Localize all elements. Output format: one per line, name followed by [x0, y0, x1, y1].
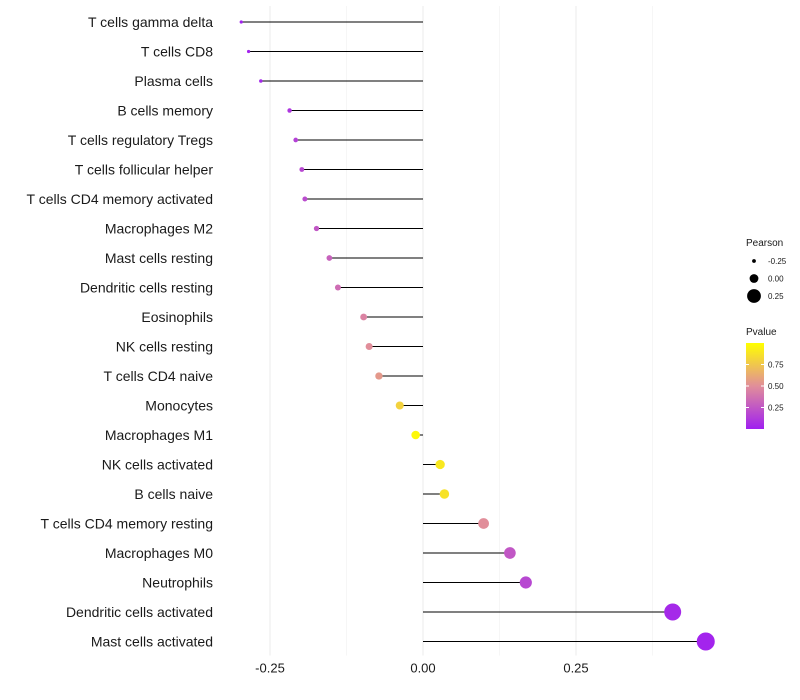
- point-20: [664, 603, 682, 621]
- point-4: [293, 137, 299, 143]
- category-label-15: NK cells activated: [102, 457, 213, 473]
- x-tick-label-0: -0.25: [255, 661, 285, 676]
- category-label-16: B cells naive: [134, 486, 213, 502]
- point-1: [246, 49, 251, 54]
- legend-size-dot-1: [749, 274, 759, 283]
- category-label-10: Eosinophils: [141, 309, 213, 325]
- category-label-12: T cells CD4 naive: [104, 368, 214, 384]
- point-17: [478, 518, 489, 529]
- grid-layer: [269, 6, 653, 656]
- category-label-1: T cells CD8: [141, 44, 213, 60]
- category-label-4: T cells regulatory Tregs: [68, 132, 213, 148]
- category-label-14: Macrophages M1: [105, 427, 213, 443]
- legend-size-title: Pearson: [746, 238, 783, 249]
- category-label-21: Mast cells activated: [91, 634, 213, 650]
- legend: Pearson Pvalue -0.25 0.00 0.25 0.75 0.50 0.25: [746, 238, 787, 429]
- point-12: [375, 372, 383, 380]
- point-18: [504, 547, 516, 559]
- point-8: [326, 255, 333, 261]
- legend-color-label-2: 0.25: [768, 404, 784, 413]
- point-3: [287, 108, 292, 113]
- category-label-20: Dendritic cells activated: [66, 604, 213, 620]
- category-label-5: T cells follicular helper: [75, 162, 214, 178]
- category-label-2: Plasma cells: [134, 73, 213, 89]
- point-14: [411, 430, 420, 440]
- point-7: [313, 225, 320, 232]
- point-0: [239, 20, 243, 24]
- category-label-17: T cells CD4 memory resting: [41, 516, 213, 532]
- point-layer: [239, 20, 715, 651]
- legend-size-label-1: 0.00: [768, 275, 784, 284]
- legend-color-title: Pvalue: [746, 327, 777, 338]
- category-label-19: Neutrophils: [142, 575, 213, 591]
- point-15: [435, 459, 445, 470]
- legend-size-dot-2: [747, 289, 761, 303]
- legend-color-label-1: 0.50: [768, 382, 784, 391]
- category-label-13: Monocytes: [145, 398, 213, 414]
- category-label-0: T cells gamma delta: [88, 14, 213, 30]
- x-tick-label-2: 0.25: [563, 661, 588, 676]
- category-labels: T cells gamma delta T cells CD8 Plasma cel…: [27, 14, 214, 650]
- legend-colorbar: [746, 343, 764, 429]
- point-6: [302, 196, 308, 202]
- point-19: [519, 576, 532, 589]
- legend-size-label-2: 0.25: [768, 292, 784, 301]
- category-label-6: T cells CD4 memory activated: [27, 191, 213, 207]
- category-label-11: NK cells resting: [116, 339, 213, 355]
- category-label-18: Macrophages M0: [105, 545, 213, 561]
- category-label-8: Mast cells resting: [105, 250, 213, 266]
- category-label-3: B cells memory: [117, 103, 213, 119]
- point-11: [365, 342, 373, 351]
- point-2: [259, 79, 263, 83]
- point-16: [439, 489, 450, 499]
- point-21: [696, 632, 715, 651]
- point-13: [395, 401, 404, 410]
- point-10: [360, 313, 368, 321]
- stem-layer: [241, 21, 706, 642]
- legend-size-dot-0: [752, 259, 756, 263]
- category-label-7: Macrophages M2: [105, 221, 213, 237]
- legend-color-label-0: 0.75: [768, 361, 784, 370]
- x-axis-ticks: -0.25 0.00 0.25: [255, 661, 588, 676]
- point-5: [299, 167, 305, 172]
- category-label-9: Dendritic cells resting: [80, 280, 213, 296]
- point-9: [334, 284, 341, 291]
- legend-size-label-0: -0.25: [768, 257, 787, 266]
- x-tick-label-1: 0.00: [410, 661, 435, 676]
